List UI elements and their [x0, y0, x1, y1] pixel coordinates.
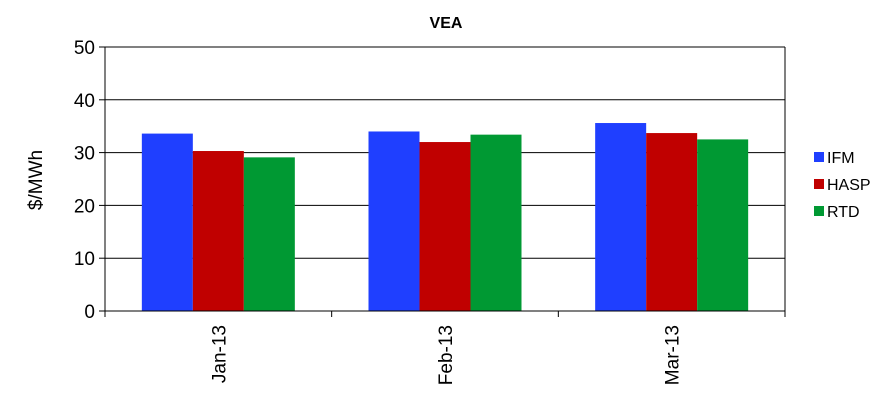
- chart-title: VEA: [430, 15, 463, 32]
- x-tick-label: Mar-13: [663, 325, 684, 385]
- y-tick-label: 30: [74, 144, 95, 165]
- legend: IFM HASP RTD: [814, 150, 871, 221]
- axes: [99, 46, 786, 317]
- legend-label-ifm: IFM: [827, 150, 855, 167]
- bar-rtd-mar-13: [697, 139, 749, 311]
- bar-rtd-feb-13: [470, 134, 522, 311]
- bar-ifm-feb-13: [368, 131, 420, 311]
- x-tick-label: Jan-13: [209, 325, 230, 383]
- x-tick-label: Feb-13: [436, 325, 457, 385]
- legend-swatch-hasp: [814, 179, 824, 189]
- y-axis-title: $/MWh: [26, 150, 47, 210]
- y-tick-labels: 0 10 20 30 40 50: [74, 38, 95, 323]
- legend-swatch-rtd: [814, 206, 824, 216]
- x-tick-labels: Jan-13 Feb-13 Mar-13: [209, 325, 683, 385]
- bar-ifm-mar-13: [595, 123, 647, 311]
- bar-hasp-mar-13: [646, 133, 698, 311]
- legend-label-rtd: RTD: [827, 204, 860, 221]
- y-axis-title-group: $/MWh: [26, 150, 47, 210]
- legend-label-hasp: HASP: [827, 177, 871, 194]
- bars: [141, 123, 749, 311]
- bar-hasp-jan-13: [192, 151, 244, 311]
- y-tick-label: 20: [74, 196, 95, 217]
- y-tick-label: 50: [74, 38, 95, 59]
- bar-ifm-jan-13: [141, 133, 193, 311]
- bar-rtd-jan-13: [243, 157, 295, 311]
- legend-swatch-ifm: [814, 152, 824, 162]
- y-tick-label: 0: [84, 302, 95, 323]
- bar-hasp-feb-13: [419, 142, 471, 311]
- y-tick-label: 10: [74, 249, 95, 270]
- y-tick-label: 40: [74, 91, 95, 112]
